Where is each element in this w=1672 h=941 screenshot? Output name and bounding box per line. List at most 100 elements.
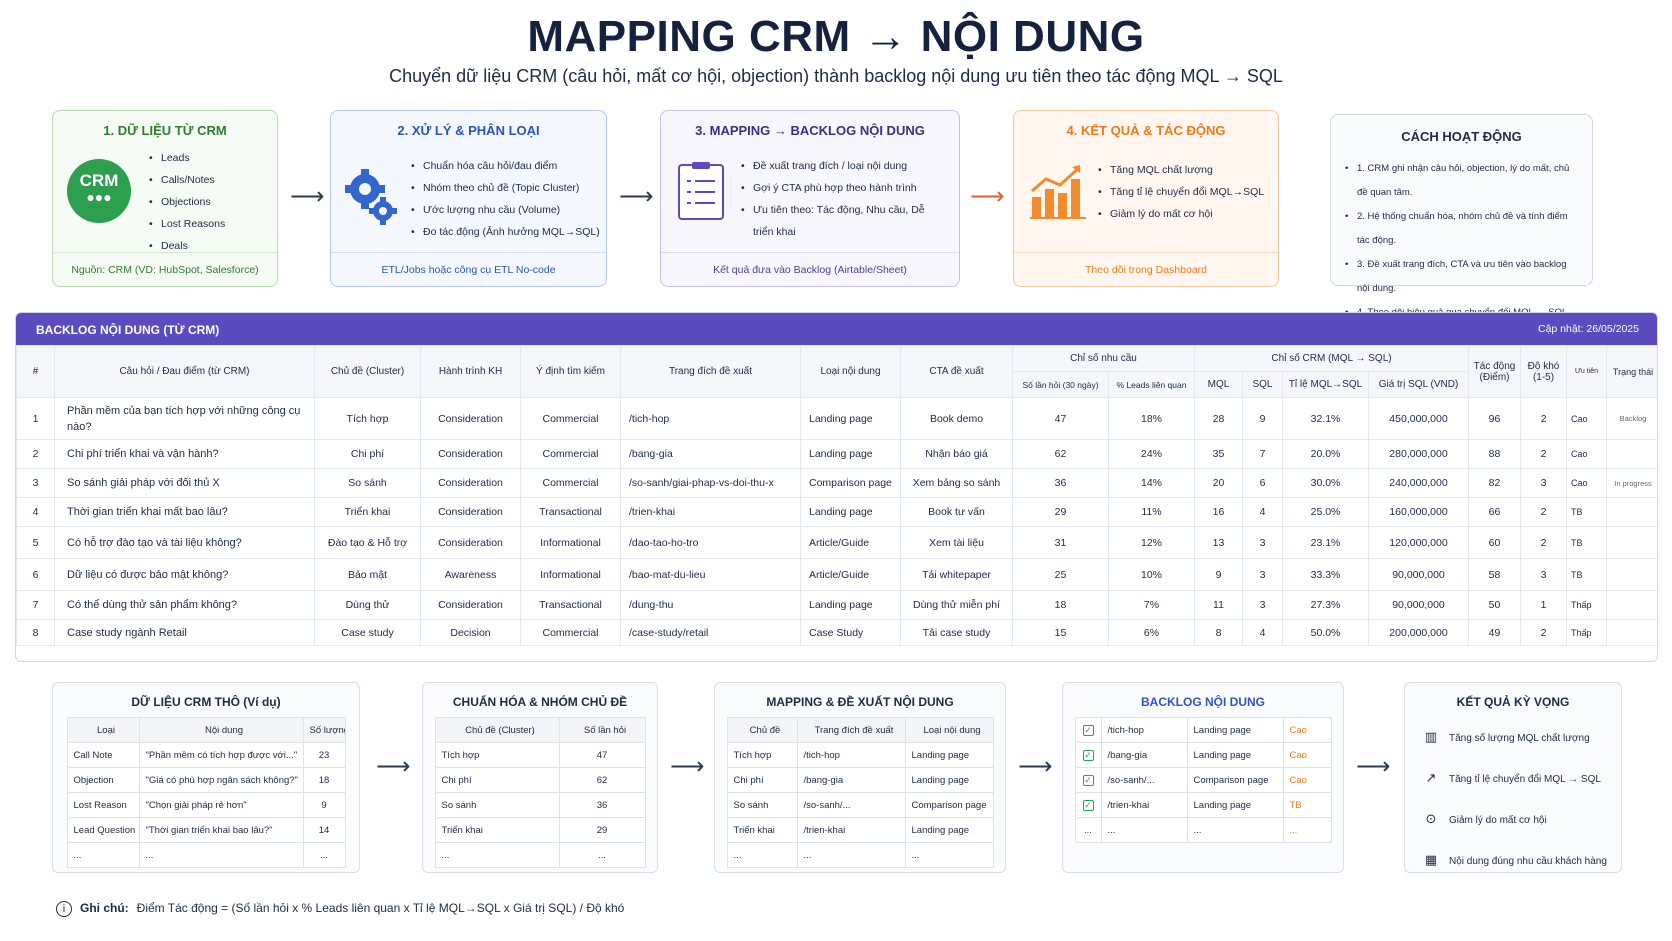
page-cell: /case-study/retail [620, 619, 801, 646]
table-cell: Call Note [66, 742, 140, 768]
row-number: 3 [16, 468, 55, 498]
table-row: Call Note "Phần mềm có tích hợp được với.… [66, 742, 346, 768]
backlog-table: # Câu hỏi / Đau điểm (từ CRM) Chủ đề (Cl… [16, 345, 1657, 646]
type-cell: Article/Guide [800, 558, 901, 591]
asks-cell: 29 [1012, 497, 1109, 527]
difficulty-cell: 2 [1520, 526, 1568, 559]
table-row: Lead Question "Thời gian triển khai bao l… [66, 817, 346, 843]
table-row: ✓ /tich-hop Landing page Cao [1074, 717, 1332, 743]
difficulty-cell: 2 [1520, 497, 1568, 527]
panel-title: CHUẨN HÓA & NHÓM CHỦ ĐỀ [452, 695, 628, 709]
table-cell: Landing page [904, 767, 994, 793]
row-number: 5 [16, 526, 55, 559]
normalize-panel: CHUẨN HÓA & NHÓM CHỦ ĐỀ Chủ đề (Cluster)… [422, 682, 658, 873]
table-row: So sánh 36 [434, 792, 646, 818]
priority-cell: Thấp [1566, 590, 1608, 620]
priority-badge: Cao [1571, 413, 1588, 424]
arrow-right-icon: ⟶ [1018, 753, 1053, 780]
table-cell: Tích hợp [726, 742, 798, 768]
table-cell: Tích hợp [434, 742, 560, 768]
question-cell: Có hỗ trợ đào tạo và tài liệu không? [54, 526, 315, 559]
page-cell: /tich-hop [1100, 717, 1188, 743]
question-cell: Case study ngành Retail [54, 619, 315, 646]
leads-pct-cell: 7% [1108, 590, 1195, 620]
how-step: 2. Hệ thống chuẩn hóa, nhóm chủ đề và tí… [1345, 205, 1578, 253]
journey-cell: Consideration [420, 397, 521, 440]
table-row: 1 Phần mềm của bạn tích hợp với những côn… [16, 397, 1657, 440]
row-number: 1 [16, 397, 55, 440]
trend-up-icon: ↗ [1425, 770, 1437, 785]
intent-cell: Informational [520, 526, 621, 559]
table-cell: 9 [302, 792, 346, 818]
mql-cell: 9 [1194, 558, 1243, 591]
checkbox-cell: ✓ [1074, 742, 1102, 768]
impact-cell: 66 [1468, 497, 1522, 527]
table-row: 8 Case study ngành Retail Case study Decisi… [16, 619, 1657, 646]
page-cell: /so-sanh/... [1100, 767, 1188, 793]
cta-cell: Nhận báo giá [900, 439, 1013, 469]
page-cell: /dung-thu [620, 590, 801, 620]
col-header: Số lần hỏi [558, 717, 646, 743]
priority-cell: Cao [1282, 742, 1332, 768]
panel-title: BACKLOG NỘI DUNG [1141, 695, 1265, 709]
priority-cell: ... [1282, 817, 1332, 843]
type-cell: Landing page [800, 497, 901, 527]
backlog-updated: Cập nhật: 26/05/2025 [1537, 323, 1639, 335]
table-row: ...... [434, 842, 646, 868]
col-header: Nội dung [138, 717, 304, 743]
cta-cell: Tải whitepaper [900, 558, 1013, 591]
sql-cell: 3 [1242, 590, 1283, 620]
how-step: 1. CRM ghi nhận câu hỏi, objection, lý d… [1345, 157, 1578, 205]
table-cell: "Giá có phù hợp ngân sách không?" [138, 767, 304, 793]
page-cell: /bang-gia [620, 439, 801, 469]
chart-icon: ▥ [1424, 729, 1438, 744]
difficulty-cell: 3 [1520, 468, 1568, 498]
growth-chart-icon [1030, 165, 1086, 219]
content-backlog-panel: BACKLOG NỘI DUNG ✓/tich-hop Landing page C… [1062, 682, 1344, 873]
page-cell: /so-sanh/giai-phap-vs-doi-thu-x [620, 468, 801, 498]
col-rate: Tỉ lệ MQL→SQL [1282, 371, 1369, 398]
page-cell: /bao-mat-du-lieu [620, 558, 801, 591]
journey-cell: Consideration [420, 439, 521, 469]
question-cell: Chi phí triển khai và vận hành? [54, 439, 315, 469]
priority-badge: TB [1571, 537, 1583, 548]
value-cell: 160,000,000 [1367, 497, 1470, 527]
difficulty-cell: 1 [1520, 590, 1568, 620]
expected-item: ↗ Tăng tỉ lệ chuyển đổi MQL → SQL [1423, 758, 1621, 799]
table-cell: Chi phí [434, 767, 560, 793]
priority-cell: Cao [1282, 717, 1332, 743]
checkbox-checked-icon: ✓ [1082, 724, 1094, 736]
magnifier-icon: ⊙ [1425, 811, 1437, 826]
difficulty-cell: 3 [1520, 558, 1568, 591]
note-text: Điểm Tác động = (Số lần hỏi x % Leads li… [136, 901, 625, 915]
priority-cell: Cao [1566, 397, 1608, 440]
info-icon: i [56, 901, 72, 917]
step-title: 2. XỬ LÝ & PHÂN LOẠI [397, 123, 540, 138]
value-cell: 200,000,000 [1367, 619, 1470, 646]
checkbox-cell: ... [1074, 817, 1102, 843]
table-cell: Lead Question [66, 817, 140, 843]
table-cell: Comparison page [904, 792, 994, 818]
checklist-icon [678, 162, 724, 220]
step-item: Giảm lý do mất cơ hội [1098, 203, 1264, 225]
footnote: i Ghi chú: Điểm Tác động = (Số lần hỏi x %… [56, 901, 624, 917]
table-row: 2 Chi phí triển khai và vận hành? Chi phí C… [16, 439, 1657, 469]
rate-cell: 25.0% [1282, 497, 1369, 527]
type-cell: ... [1186, 817, 1284, 843]
table-cell: 36 [558, 792, 646, 818]
how-step: 3. Đề xuất trang đích, CTA và ưu tiên và… [1345, 253, 1578, 301]
table-cell: ... [796, 842, 906, 868]
table-row: Triển khai 29 [434, 817, 646, 843]
table-cell: /bang-gia [796, 767, 906, 793]
arrow-right-icon: ⟶ [290, 183, 325, 210]
mql-cell: 16 [1194, 497, 1243, 527]
status-cell [1606, 558, 1657, 591]
table-cell: 23 [302, 742, 346, 768]
checkbox-cell: ✓ [1074, 792, 1102, 818]
impact-cell: 58 [1468, 558, 1522, 591]
priority-cell: TB [1566, 497, 1608, 527]
table-cell: ... [558, 842, 646, 868]
step-item: Nhóm theo chủ đề (Topic Cluster) [411, 177, 600, 199]
type-cell: Landing page [1186, 717, 1284, 743]
priority-badge: Cao [1571, 449, 1588, 459]
